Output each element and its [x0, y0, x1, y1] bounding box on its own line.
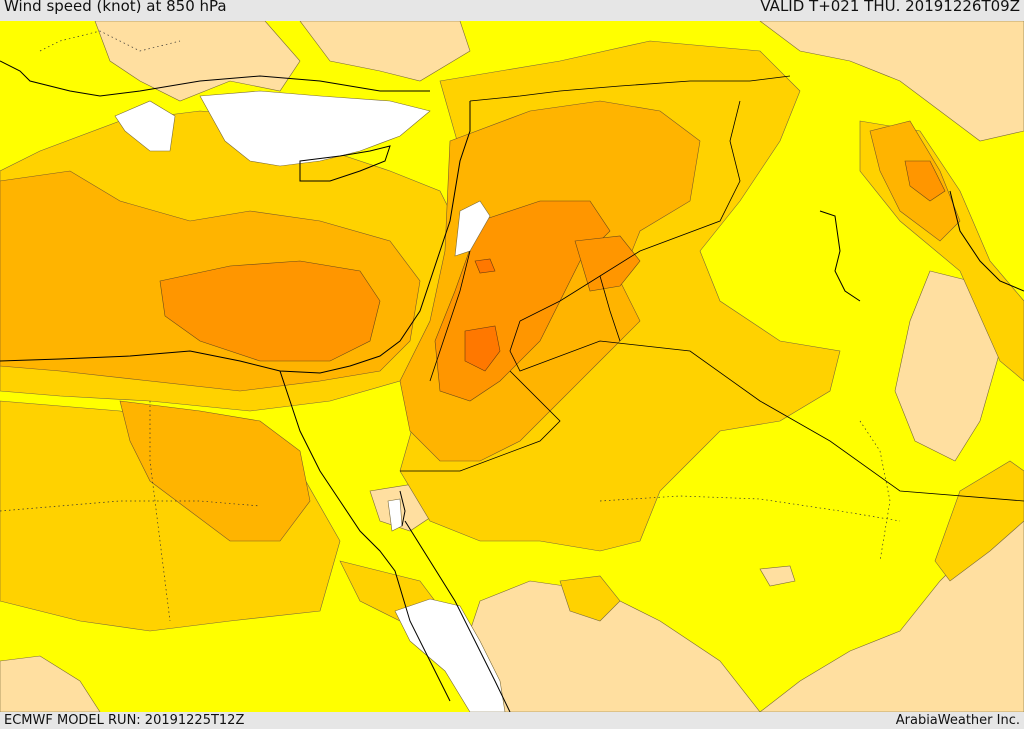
dark-orange-spot — [474, 258, 496, 274]
credit-text: ArabiaWeather Inc. — [895, 713, 1020, 728]
dark-orange-core — [464, 325, 501, 372]
orange-area-iraq-spot — [904, 160, 946, 202]
gold-area-east — [934, 460, 1024, 582]
map-title: Wind speed (knot) at 850 hPa — [4, 0, 227, 15]
dotted-boundary-turkey — [39, 30, 181, 52]
border-turkey-syria — [469, 75, 791, 102]
valid-time: VALID T+021 THU. 20191226T09Z — [760, 0, 1020, 15]
border-jordan-iraq — [599, 275, 621, 342]
white-area-lebanon — [454, 200, 491, 257]
amber-area-egypt — [119, 400, 311, 542]
coast-cyprus — [299, 145, 391, 182]
low-area-sw — [0, 655, 101, 712]
low-area-northeast — [759, 21, 1024, 142]
orange-area-syria — [574, 235, 641, 292]
white-area-aegean — [114, 100, 176, 152]
white-areas — [114, 90, 506, 712]
low-area-turkey-n — [299, 21, 471, 82]
white-area-turkey-coast — [199, 90, 431, 167]
band-dark-orange-areas — [464, 258, 501, 372]
border-iraq-saudi — [509, 320, 1024, 502]
coast-red-sea-east — [404, 520, 511, 712]
map-canvas — [0, 21, 1024, 712]
dotted-boundary-nile — [149, 401, 171, 622]
coastlines — [0, 60, 1024, 712]
coast-red-sea-west — [279, 370, 451, 702]
coast-black-sea — [0, 60, 430, 97]
low-area-spot — [759, 565, 796, 587]
low-area-turkey-nw — [94, 21, 301, 102]
border-jordan-israel — [429, 250, 471, 382]
borders — [400, 75, 1024, 502]
footer-bar: ECMWF MODEL RUN: 20191225T12Z ArabiaWeat… — [0, 712, 1024, 729]
coast-gulf-iran — [949, 190, 1024, 292]
dotted-boundary-gulf — [859, 420, 891, 562]
coast-gulf-north — [819, 210, 861, 302]
border-syria-iraq — [519, 100, 741, 322]
coast-aqaba — [399, 490, 406, 527]
coast-levant-egypt — [0, 101, 471, 374]
dotted-boundary-arabia — [599, 495, 901, 522]
orange-area-sea — [159, 260, 381, 362]
header-bar: Wind speed (knot) at 850 hPa VALID T+021… — [0, 0, 1024, 21]
model-run: ECMWF MODEL RUN: 20191225T12Z — [4, 713, 245, 728]
gold-area-spot — [559, 575, 621, 622]
border-jordan-saudi — [400, 370, 561, 472]
wind-speed-map[interactable] — [0, 21, 1024, 712]
secondary-boundaries — [0, 30, 901, 622]
